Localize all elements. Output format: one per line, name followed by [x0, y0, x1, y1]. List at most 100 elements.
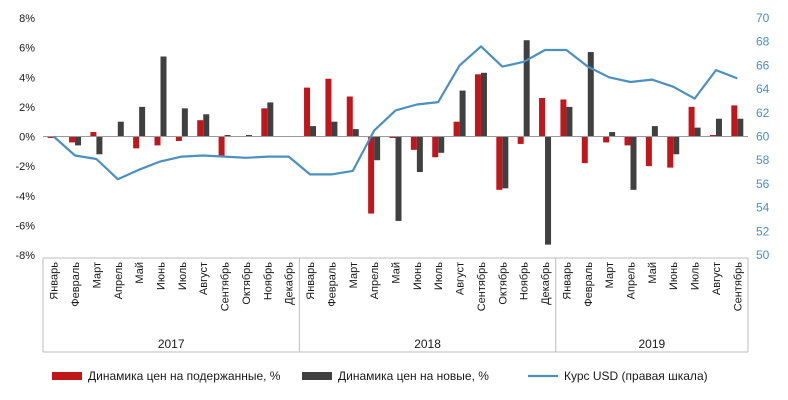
- left-tick-label: 0%: [19, 132, 35, 144]
- category-label: Июнь: [156, 262, 168, 290]
- usd-line-group: [52, 45, 738, 181]
- left-axis-ticks: -8% -6% -4% -2% 0% 2% 4% 6% 8%: [15, 13, 35, 262]
- bar-new-price: [715, 118, 722, 137]
- legend-swatch: [52, 372, 82, 380]
- bar-new-price: [224, 135, 231, 137]
- bar-new-price: [694, 127, 701, 137]
- left-tick-label: -8%: [15, 250, 35, 262]
- category-label: Январь: [561, 262, 573, 300]
- category-label: Апрель: [369, 262, 381, 300]
- bar-new-price: [609, 132, 616, 137]
- year-label: 2019: [639, 337, 666, 351]
- category-label: Май: [391, 262, 403, 284]
- right-tick-label: 58: [756, 153, 770, 167]
- category-label: Февраль: [326, 262, 338, 307]
- bar-new-price: [630, 136, 637, 190]
- category-label: Декабрь: [540, 262, 552, 305]
- category-label: Июль: [690, 262, 702, 290]
- bar-new-price: [480, 72, 487, 137]
- right-tick-label: 68: [756, 35, 770, 49]
- category-label: Февраль: [583, 262, 595, 307]
- bar-used-price: [432, 136, 439, 158]
- bar-new-price: [566, 106, 573, 137]
- bar-used-price: [69, 136, 76, 143]
- legend-label: Динамика цен на новые, %: [338, 369, 489, 383]
- bar-new-price: [523, 40, 530, 137]
- category-label: Май: [647, 262, 659, 284]
- category-label: Июль: [433, 262, 445, 290]
- bar-used-price: [218, 136, 225, 156]
- year-label: 2017: [158, 337, 185, 351]
- year-block: 2017 2018 2019: [42, 257, 749, 353]
- bar-used-price: [346, 96, 353, 137]
- category-label: Октябрь: [241, 262, 253, 305]
- right-tick-label: 60: [756, 130, 770, 144]
- category-label: Март: [91, 262, 103, 288]
- bar-new-price: [395, 136, 402, 221]
- category-label: Апрель: [113, 262, 125, 300]
- category-label: Сентябрь: [476, 262, 488, 312]
- bar-used-price: [47, 136, 54, 138]
- bar-used-price: [517, 136, 524, 144]
- right-tick-label: 50: [756, 248, 770, 262]
- bar-new-price: [139, 106, 146, 137]
- bar-used-price: [688, 106, 695, 137]
- right-tick-label: 66: [756, 58, 770, 72]
- legend: Динамика цен на подержанные, % Динамика ц…: [52, 369, 708, 383]
- bar-used-price: [560, 99, 567, 137]
- category-label: Август: [711, 262, 723, 295]
- usd-rate-line: [52, 45, 738, 181]
- category-label: Сентябрь: [220, 262, 232, 312]
- bar-used-price: [389, 136, 396, 138]
- bar-new-price: [438, 136, 445, 153]
- bar-used-price: [90, 132, 97, 137]
- year-label: 2018: [414, 337, 441, 351]
- bar-used-price: [581, 136, 588, 164]
- category-label: Июнь: [668, 262, 680, 290]
- left-tick-label: 2%: [19, 102, 35, 114]
- category-label: Декабрь: [284, 262, 296, 305]
- legend-new-price: Динамика цен на новые, %: [302, 369, 489, 383]
- category-label: Октябрь: [497, 262, 509, 305]
- bar-used-price: [133, 136, 140, 149]
- right-tick-label: 70: [756, 11, 770, 25]
- bar-new-price: [737, 118, 744, 137]
- category-label: Июнь: [412, 262, 424, 290]
- bar-used-price: [709, 135, 716, 137]
- left-tick-label: 8%: [19, 13, 35, 25]
- bar-new-price: [352, 129, 359, 137]
- category-label: Июль: [177, 262, 189, 290]
- category-label: Январь: [305, 262, 317, 300]
- bar-used-price: [368, 136, 375, 214]
- right-tick-label: 56: [756, 177, 770, 191]
- bar-used-price: [667, 136, 674, 168]
- right-tick-label: 64: [756, 82, 770, 96]
- bar-new-price: [117, 121, 124, 137]
- bar-new-price: [96, 136, 103, 155]
- category-label: Март: [604, 262, 616, 288]
- bar-used-price: [197, 120, 204, 137]
- bar-new-price: [587, 52, 594, 137]
- bar-used-price: [624, 136, 631, 146]
- bar-new-price: [160, 56, 167, 137]
- left-tick-label: -4%: [15, 191, 35, 203]
- bar-used-price: [731, 105, 738, 137]
- bar-new-price: [673, 136, 680, 155]
- right-tick-label: 52: [756, 224, 770, 238]
- bar-used-price: [261, 108, 268, 137]
- bar-new-price: [245, 135, 252, 137]
- legend-swatch: [302, 372, 332, 380]
- category-labels: Январь Февраль Март Апрель Май Июнь Июль Август…: [49, 262, 745, 312]
- left-tick-label: -6%: [15, 220, 35, 232]
- bar-new-price: [75, 136, 82, 146]
- category-label: Ноябрь: [262, 262, 274, 300]
- bar-new-price: [545, 136, 552, 245]
- category-label: Ноябрь: [519, 262, 531, 300]
- bar-used-price: [154, 136, 161, 146]
- bar-used-price: [645, 136, 652, 167]
- bar-new-price: [459, 90, 466, 137]
- bar-used-price: [410, 136, 417, 150]
- bars: [47, 40, 744, 245]
- bar-used-price: [453, 121, 460, 137]
- bar-new-price: [416, 136, 423, 173]
